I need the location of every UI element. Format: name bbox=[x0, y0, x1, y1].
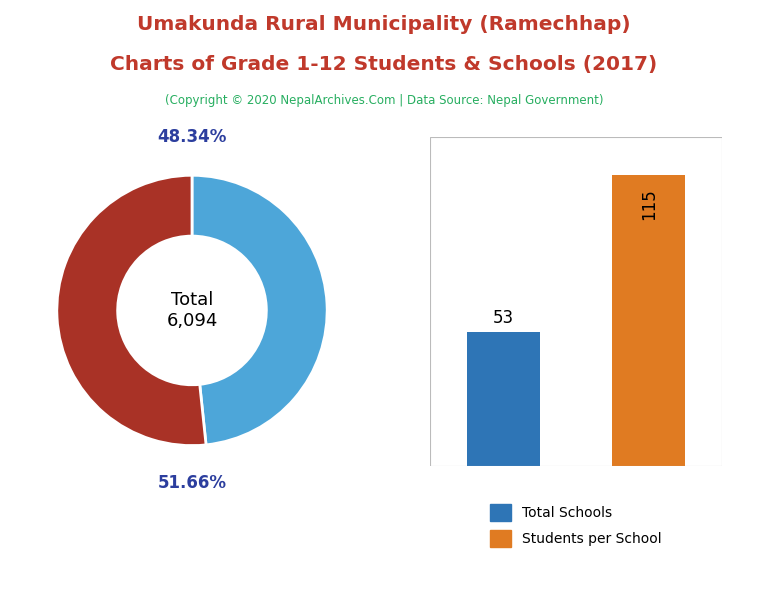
Wedge shape bbox=[192, 176, 327, 445]
Text: 51.66%: 51.66% bbox=[157, 475, 227, 493]
Text: Umakunda Rural Municipality (Ramechhap): Umakunda Rural Municipality (Ramechhap) bbox=[137, 15, 631, 34]
Bar bbox=[430, 137, 722, 466]
Bar bbox=[467, 332, 540, 466]
Legend: Total Schools, Students per School: Total Schools, Students per School bbox=[485, 499, 667, 552]
Wedge shape bbox=[57, 176, 206, 445]
Bar bbox=[613, 175, 686, 466]
Legend: Male Students (2,946), Female Students (3,148): Male Students (2,946), Female Students (… bbox=[0, 595, 204, 597]
Text: 115: 115 bbox=[640, 188, 658, 220]
Text: 48.34%: 48.34% bbox=[157, 128, 227, 146]
Text: Charts of Grade 1-12 Students & Schools (2017): Charts of Grade 1-12 Students & Schools … bbox=[111, 55, 657, 74]
Text: (Copyright © 2020 NepalArchives.Com | Data Source: Nepal Government): (Copyright © 2020 NepalArchives.Com | Da… bbox=[165, 94, 603, 107]
Text: 53: 53 bbox=[492, 309, 514, 327]
Text: Total
6,094: Total 6,094 bbox=[167, 291, 217, 330]
